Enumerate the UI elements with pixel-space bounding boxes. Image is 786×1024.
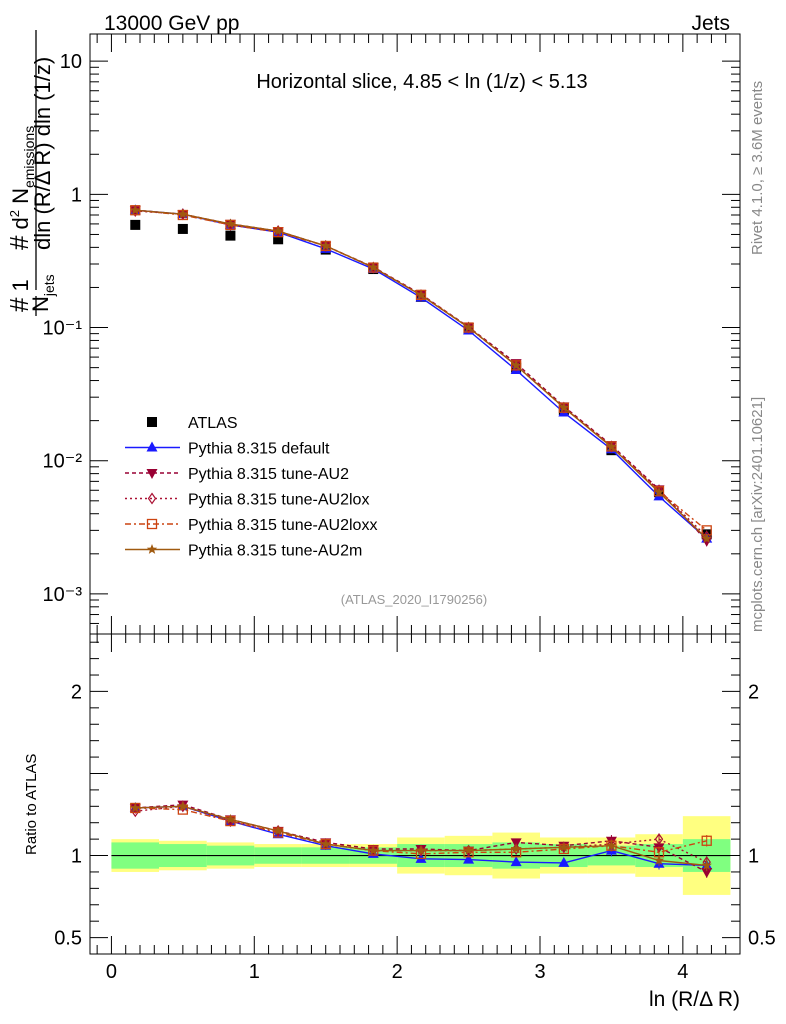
legend-label-atlas: ATLAS [188,415,238,432]
ratio-point-default [510,856,522,867]
ratio-y-tick-label-left: 1 [71,846,82,868]
main-point-au2m [510,359,522,370]
ratio-point-au2m [510,843,522,854]
ratio-point-default [463,853,475,864]
x-tick-label: 0 [106,961,117,983]
legend-marker-au2loxx [146,518,158,530]
main-series-line-au2m [135,209,708,540]
main-point-au2m [606,441,617,452]
main-y-axis-label-denominator: dln (R/Δ R) dln (1/z) [30,57,55,250]
ratio-point-au2m [320,838,331,849]
main-y-axis-label-njets: Njets [28,274,57,312]
legend-label-au2m: Pythia 8.315 tune-AU2m [188,543,362,560]
x-tick-label: 1 [249,961,260,983]
main-y-tick-label: 10⁻² [43,451,83,473]
main-point-au2m [415,289,427,300]
ratio-panel-frame [89,633,741,955]
main-point-au2m [272,225,284,236]
main-point-atlas [130,219,141,230]
mcplots-label: mcplots.cern.ch [arXiv:2401.10621] [749,397,766,632]
ratio-point-au2m [558,841,570,852]
main-point-au2m [701,533,712,544]
legend-marker-au2lox [147,492,157,505]
main-series-line-au2lox [135,210,708,538]
ratio-point-au2m [177,800,189,811]
main-title: Horizontal slice, 4.85 < ln (1/z) < 5.13 [256,71,587,93]
ratio-y-tick-label-right: 0.5 [748,928,776,950]
legend-label-au2: Pythia 8.315 tune-AU2 [188,466,349,483]
legend-marker-atlas [147,417,157,427]
main-y-axis-label: #1 Njets #d2 Nemissions dln (R/Δ R) dln … [4,57,57,312]
main-point-au2m [463,322,474,332]
main-point-atlas [177,223,188,234]
ratio-point-au2 [701,867,713,878]
main-y-tick-label: 10⁻¹ [43,318,83,340]
ratio-point-au2m [130,802,141,813]
ratio-point-au2lox [654,833,664,846]
main-y-axis-label-numerator: #1 [4,279,34,312]
main-point-au2m [653,486,665,497]
legend-marker-au2m [146,544,158,554]
main-point-au2m [558,402,570,413]
ratio-point-au2m [415,845,427,856]
x-axis-label: ln (R/Δ R) [649,988,740,1011]
ratio-y-axis-label: Ratio to ATLAS [23,754,40,855]
main-point-au2m [225,218,236,229]
main-point-atlas [225,230,236,241]
header-left: 13000 GeV pp [104,12,239,35]
legend-label-default: Pythia 8.315 default [188,441,330,458]
ratio-point-au2m [701,859,712,870]
legend-marker-default [146,441,158,452]
ratio-y-tick-label-right: 1 [748,846,759,868]
analysis-tag: (ATLAS_2020_I1790256) [341,592,487,607]
ratio-point-au2m [463,845,474,856]
ratio-point-default [558,856,570,867]
ratio-point-au2m [225,813,236,824]
x-tick-label: 3 [534,961,545,983]
legend-marker-au2 [146,469,158,479]
ratio-point-au2loxx [701,835,712,846]
main-y-tick-label: 10⁻³ [43,584,83,606]
ratio-y-tick-label-left: 0.5 [54,928,82,950]
main-y-tick-label: 10 [60,51,82,73]
header-right: Jets [691,12,730,35]
main-point-au2m [130,204,141,215]
main-panel: Horizontal slice, 4.85 < ln (1/z) < 5.13… [4,30,741,635]
main-series-line-default [135,209,708,540]
ratio-point-au2m [272,825,284,836]
ratio-point-au2m [653,855,665,865]
ratio-point-au2m [368,845,379,856]
ratio-y-tick-label-right: 2 [748,681,759,703]
x-tick-label: 4 [677,961,688,983]
main-y-axis-label-d2n: #d2 Nemissions [4,126,37,250]
main-point-au2m [177,208,189,219]
legend-label-au2loxx: Pythia 8.315 tune-AU2loxx [188,517,377,534]
main-point-au2m [320,240,331,251]
ratio-y-tick-label-left: 2 [71,681,82,703]
main-point-au2m [368,261,379,272]
x-tick-label: 2 [392,961,403,983]
ratio-panel: Ratio to ATLAS ln (R/Δ R) 2 2 1 1 0.5 0.5 0 1 2… [23,633,776,1011]
legend-label-au2lox: Pythia 8.315 tune-AU2lox [188,492,369,509]
main-point-atlas [273,234,284,245]
rivet-label: Rivet 4.1.0, ≥ 3.6M events [749,81,766,255]
ratio-point-au2m [606,840,617,851]
main-y-tick-label: 1 [71,184,82,206]
